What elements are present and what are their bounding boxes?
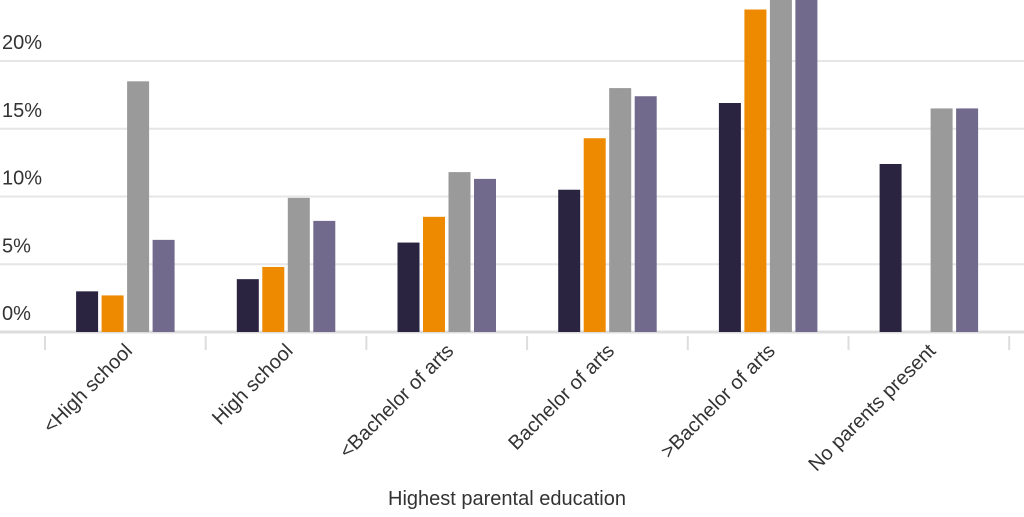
bar bbox=[583, 138, 606, 332]
x-axis-title: Highest parental education bbox=[388, 488, 626, 510]
x-tick-label: No parents present bbox=[805, 340, 941, 476]
bar bbox=[718, 103, 741, 332]
y-tick-label: 0% bbox=[2, 303, 31, 325]
bar bbox=[448, 172, 471, 332]
y-tick-label: 15% bbox=[2, 100, 42, 122]
bar bbox=[262, 266, 285, 332]
bar bbox=[397, 242, 420, 332]
bar bbox=[609, 88, 632, 332]
x-tick-label: <High school bbox=[39, 340, 137, 438]
y-tick-label: 20% bbox=[2, 32, 42, 54]
bar bbox=[287, 197, 310, 332]
bar bbox=[423, 216, 445, 332]
x-tick-label: >Bachelor of arts bbox=[657, 340, 780, 463]
bar bbox=[236, 279, 259, 332]
x-tick-label: <Bachelor of arts bbox=[335, 340, 458, 463]
bar bbox=[152, 239, 175, 332]
bar bbox=[474, 178, 496, 332]
bar bbox=[744, 9, 767, 332]
bar bbox=[634, 96, 657, 332]
bar bbox=[956, 108, 979, 332]
bar bbox=[558, 189, 581, 332]
x-tick-label: High school bbox=[208, 340, 297, 429]
y-tick-label: 5% bbox=[2, 235, 31, 257]
bar bbox=[795, 0, 818, 332]
bar bbox=[930, 108, 953, 332]
y-tick-label: 10% bbox=[2, 168, 42, 190]
bar bbox=[101, 295, 124, 332]
bar bbox=[769, 0, 792, 332]
bar bbox=[313, 220, 336, 332]
bar bbox=[127, 81, 150, 332]
bar bbox=[76, 291, 99, 332]
x-tick-label: Bachelor of arts bbox=[504, 340, 619, 455]
bar bbox=[879, 163, 902, 332]
